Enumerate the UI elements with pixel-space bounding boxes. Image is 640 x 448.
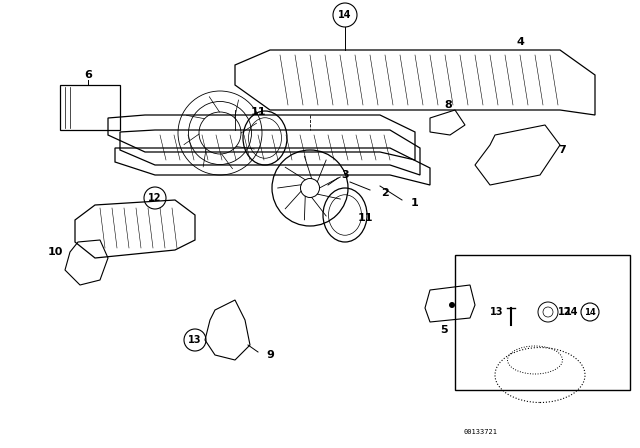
Text: 11: 11 bbox=[357, 213, 372, 223]
Text: 7: 7 bbox=[558, 145, 566, 155]
Text: 1: 1 bbox=[411, 198, 419, 208]
Text: 9: 9 bbox=[266, 350, 274, 360]
Text: 8: 8 bbox=[444, 100, 452, 110]
Text: 00133721: 00133721 bbox=[463, 429, 497, 435]
Circle shape bbox=[449, 302, 455, 308]
Text: 14: 14 bbox=[339, 10, 352, 20]
Bar bbox=[455, 255, 630, 390]
Text: 14: 14 bbox=[584, 307, 596, 316]
Text: 12: 12 bbox=[558, 307, 572, 317]
Text: 13: 13 bbox=[188, 335, 202, 345]
Text: 5: 5 bbox=[440, 325, 448, 335]
Text: 11: 11 bbox=[250, 107, 266, 117]
Text: 10: 10 bbox=[47, 247, 63, 257]
Text: 6: 6 bbox=[84, 70, 92, 80]
Text: 12: 12 bbox=[148, 193, 162, 203]
Text: 3: 3 bbox=[341, 170, 349, 180]
Text: 4: 4 bbox=[516, 37, 524, 47]
Text: 13: 13 bbox=[490, 307, 504, 317]
Text: 14: 14 bbox=[565, 307, 579, 317]
Text: 2: 2 bbox=[381, 188, 389, 198]
